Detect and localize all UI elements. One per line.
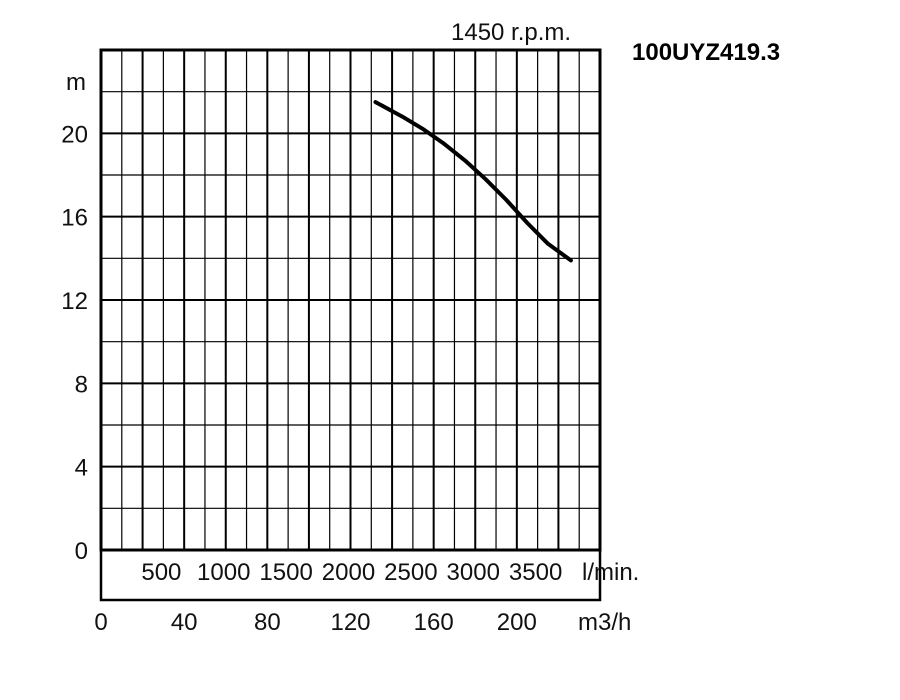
x-tick-label: 0 <box>94 609 107 636</box>
y-tick-label: 20 <box>61 121 88 148</box>
x-secondary-tick-label: 3500 <box>509 559 562 586</box>
x-axis-label: m3/h <box>578 609 631 636</box>
chart-title-model: 100UYZ419.3 <box>632 39 780 66</box>
y-tick-label: 8 <box>75 371 88 398</box>
x-secondary-tick-label: 3000 <box>447 559 500 586</box>
y-tick-label: 0 <box>75 538 88 565</box>
x-secondary-tick-label: 1000 <box>197 559 250 586</box>
x-axis-secondary-label: l/min. <box>582 559 639 586</box>
x-secondary-tick-label: 2500 <box>384 559 437 586</box>
y-axis-label: m <box>66 69 86 96</box>
x-tick-label: 200 <box>497 609 537 636</box>
x-tick-label: 160 <box>414 609 454 636</box>
secondary-axis-band <box>99 548 602 602</box>
y-tick-label: 12 <box>61 288 88 315</box>
y-tick-label: 4 <box>75 455 88 482</box>
head-flow-curve <box>373 100 573 263</box>
x-secondary-tick-label: 500 <box>141 559 181 586</box>
x-tick-label: 80 <box>254 609 281 636</box>
grid <box>101 50 600 550</box>
x-secondary-tick-label: 2000 <box>322 559 375 586</box>
subtitle-speed: 1450 r.p.m. <box>451 19 571 46</box>
y-tick-label: 16 <box>61 205 88 232</box>
x-tick-labels: 0 40 80 120 160 200 <box>94 609 537 636</box>
x-tick-label: 40 <box>171 609 198 636</box>
x-secondary-tick-labels: 500 1000 1500 2000 2500 3000 3500 <box>141 559 562 586</box>
y-tick-labels: 0 4 8 12 16 20 <box>61 121 88 565</box>
x-tick-label: 120 <box>330 609 370 636</box>
x-secondary-tick-label: 1500 <box>259 559 312 586</box>
